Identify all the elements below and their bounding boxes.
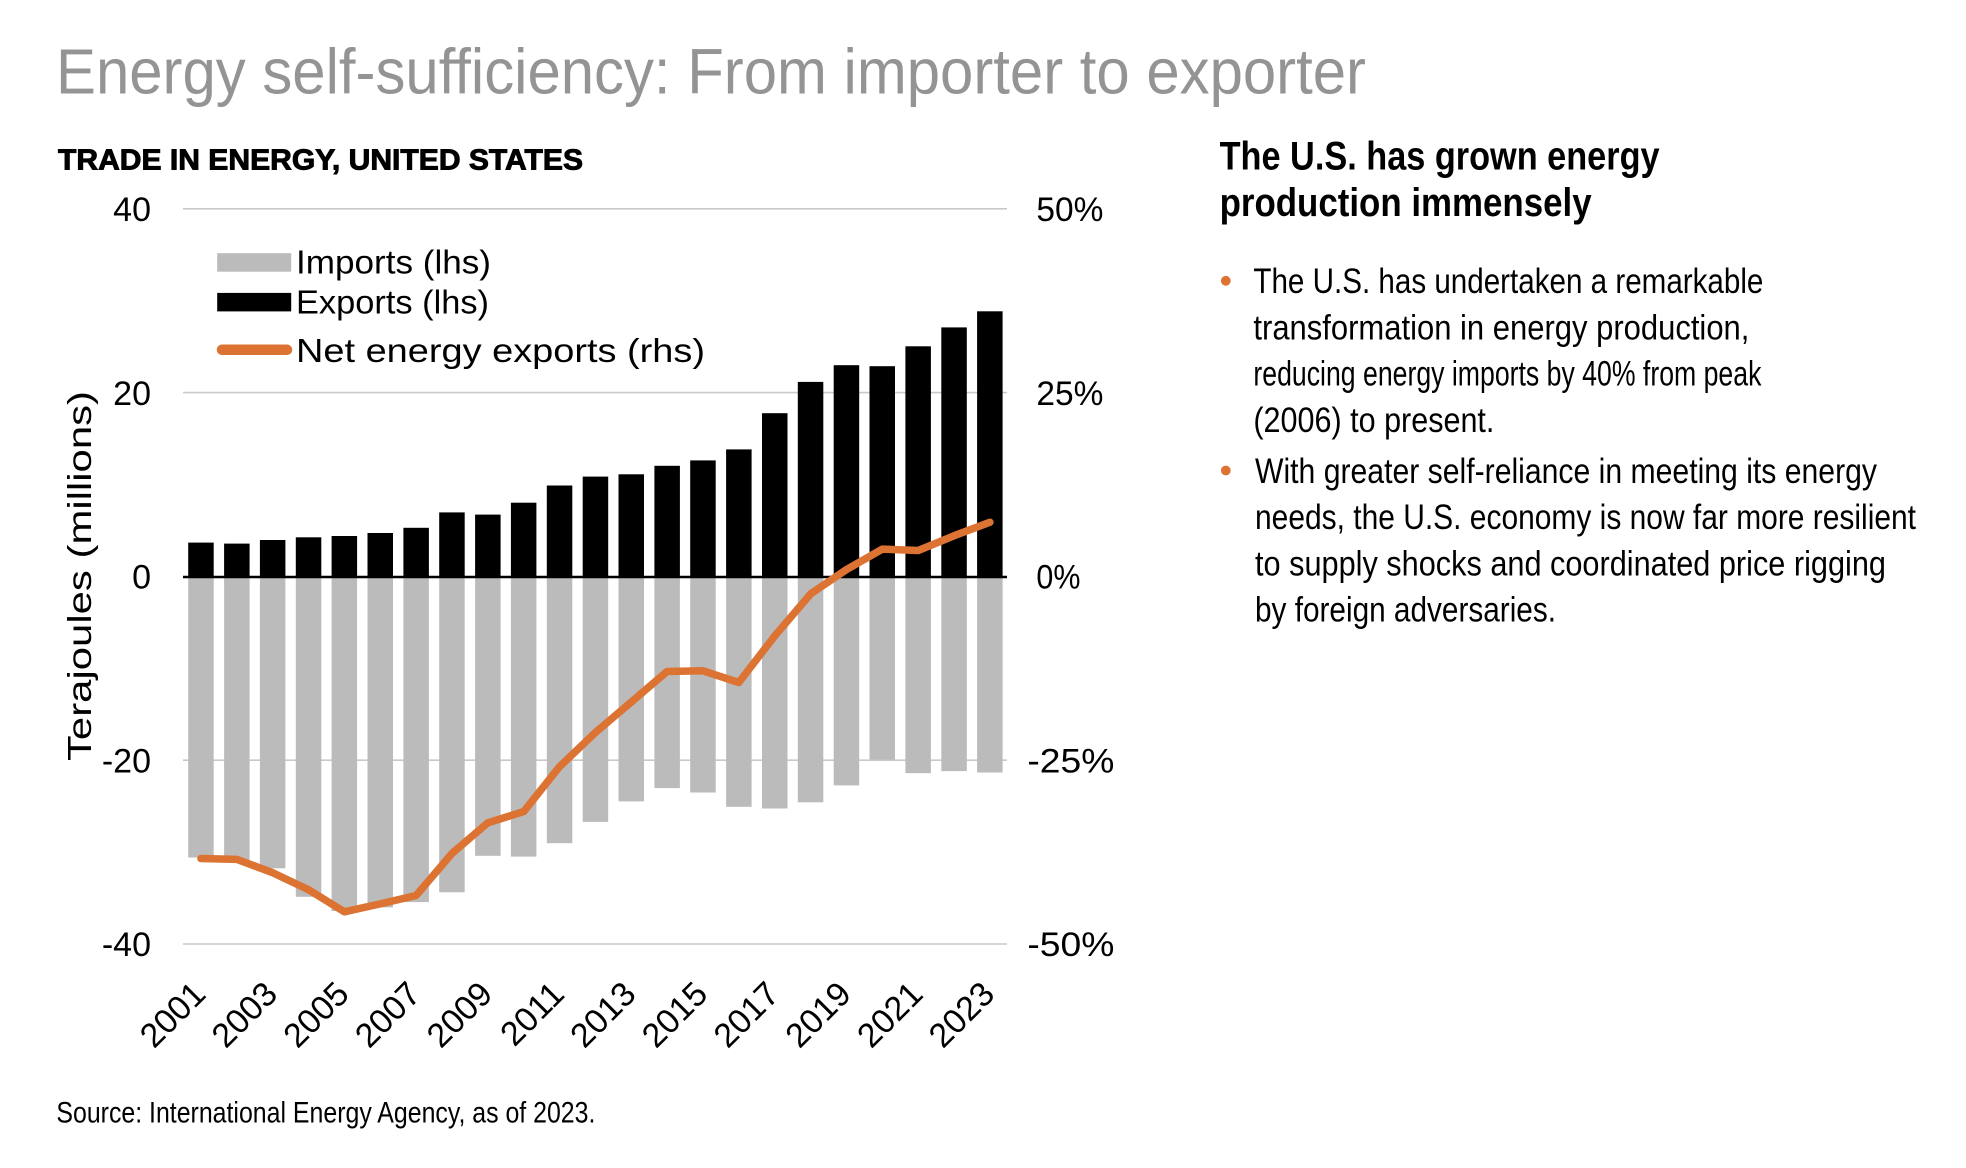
- svg-text:0%: 0%: [1036, 559, 1080, 597]
- svg-text:to supply shocks and coordinat: to supply shocks and coordinated price r…: [1255, 544, 1886, 583]
- svg-text:Net energy exports (rhs): Net energy exports (rhs): [296, 332, 705, 369]
- svg-text:reducing energy imports by 40%: reducing energy imports by 40% from peak: [1253, 355, 1761, 394]
- svg-text:Terajoules (millions): Terajoules (millions): [61, 391, 98, 761]
- svg-text:The U.S. has grown energy: The U.S. has grown energy: [1220, 135, 1661, 179]
- svg-text:-25%: -25%: [1027, 742, 1114, 780]
- svg-text:-50%: -50%: [1027, 926, 1114, 964]
- svg-text:25%: 25%: [1036, 375, 1103, 413]
- svg-text:transformation in energy produ: transformation in energy production,: [1253, 308, 1749, 347]
- svg-text:50%: 50%: [1036, 191, 1103, 229]
- svg-text:40: 40: [113, 191, 151, 229]
- svg-text:TRADE IN ENERGY, UNITED STATES: TRADE IN ENERGY, UNITED STATES: [58, 144, 583, 176]
- svg-text:With greater self-reliance in: With greater self-reliance in meeting it…: [1255, 452, 1877, 491]
- svg-text:(2006) to present.: (2006) to present.: [1253, 401, 1494, 440]
- svg-text:Source: International Energy A: Source: International Energy Agency, as …: [56, 1097, 595, 1130]
- svg-text:Imports (lhs): Imports (lhs): [296, 244, 491, 281]
- svg-text:needs, the U.S. economy is now: needs, the U.S. economy is now far more …: [1255, 498, 1916, 537]
- svg-text:Exports (lhs): Exports (lhs): [296, 284, 489, 321]
- svg-text:20: 20: [113, 375, 151, 413]
- svg-text:Energy self-sufficiency: From: Energy self-sufficiency: From importer t…: [56, 36, 1366, 108]
- svg-text:The U.S. has undertaken a rema: The U.S. has undertaken a remarkable: [1253, 262, 1763, 301]
- svg-text:by foreign adversaries.: by foreign adversaries.: [1255, 591, 1556, 630]
- svg-text:0: 0: [132, 559, 151, 597]
- svg-text:-40: -40: [102, 926, 151, 964]
- svg-text:production immensely: production immensely: [1220, 181, 1593, 225]
- svg-text:-20: -20: [102, 742, 151, 780]
